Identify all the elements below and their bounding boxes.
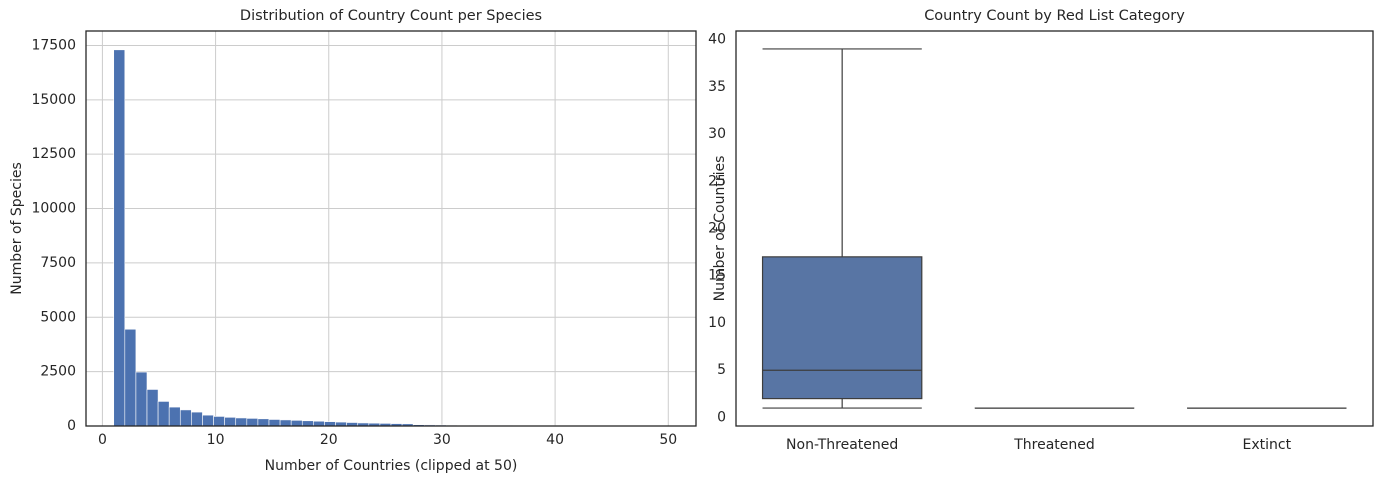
bar xyxy=(113,49,126,427)
y-tick-label: 5 xyxy=(717,362,726,378)
bar xyxy=(246,418,259,427)
bar xyxy=(301,420,314,427)
bar xyxy=(157,401,170,427)
y-tick-label: 15 xyxy=(708,268,726,284)
bar xyxy=(279,419,292,427)
bar xyxy=(268,419,281,427)
y-tick-label: 35 xyxy=(708,79,726,95)
y-tick-label: 0 xyxy=(717,409,726,425)
bar xyxy=(168,406,181,427)
x-tick-label: 0 xyxy=(98,432,107,448)
axes-frame xyxy=(735,30,1374,427)
y-tick-label: 20 xyxy=(708,221,726,237)
bar xyxy=(290,420,303,427)
x-axis-label: Number of Countries (clipped at 50) xyxy=(265,458,518,474)
bar xyxy=(313,420,325,427)
bar xyxy=(224,417,237,427)
x-tick-label: Extinct xyxy=(1243,437,1292,453)
bar xyxy=(135,371,148,427)
bar xyxy=(235,417,248,427)
x-tick-label: 30 xyxy=(433,432,451,448)
subplot: Country Count by Red List Category Number… xyxy=(708,8,1374,453)
y-tick-label: 17500 xyxy=(31,37,76,53)
x-tick-label: 50 xyxy=(659,432,677,448)
y-tick-label: 10 xyxy=(708,315,726,331)
bar xyxy=(191,411,203,427)
bar xyxy=(179,409,192,427)
y-tick-label: 5000 xyxy=(40,309,76,325)
bar xyxy=(146,389,159,427)
y-tick-label: 12500 xyxy=(31,146,76,162)
bar xyxy=(124,328,137,427)
x-tick-label: 20 xyxy=(320,432,338,448)
y-tick-label: 0 xyxy=(67,418,76,434)
y-tick-label: 25 xyxy=(708,173,726,189)
y-tick-label: 7500 xyxy=(40,255,76,271)
y-tick-label: 2500 xyxy=(40,364,76,380)
chart-title: Country Count by Red List Category xyxy=(924,8,1185,24)
y-tick-label: 15000 xyxy=(31,92,76,108)
subplot: Distribution of Country Count per Specie… xyxy=(9,8,697,474)
x-tick-label: Non-Threatened xyxy=(786,437,898,453)
y-axis-label: Number of Species xyxy=(9,162,25,295)
y-tick-label: 30 xyxy=(708,126,726,142)
y-axis-label: Number of Countries xyxy=(712,156,728,302)
axes-frame xyxy=(85,30,697,427)
x-tick-label: 10 xyxy=(207,432,225,448)
y-tick-label: 10000 xyxy=(31,201,76,217)
bar xyxy=(213,416,225,427)
x-tick-label: 40 xyxy=(546,432,564,448)
chart-title: Distribution of Country Count per Specie… xyxy=(240,8,542,24)
box xyxy=(761,256,923,400)
bar xyxy=(257,418,270,427)
y-tick-label: 40 xyxy=(708,32,726,48)
bar xyxy=(202,414,214,427)
bar xyxy=(324,421,336,427)
x-tick-label: Threatened xyxy=(1013,437,1095,453)
